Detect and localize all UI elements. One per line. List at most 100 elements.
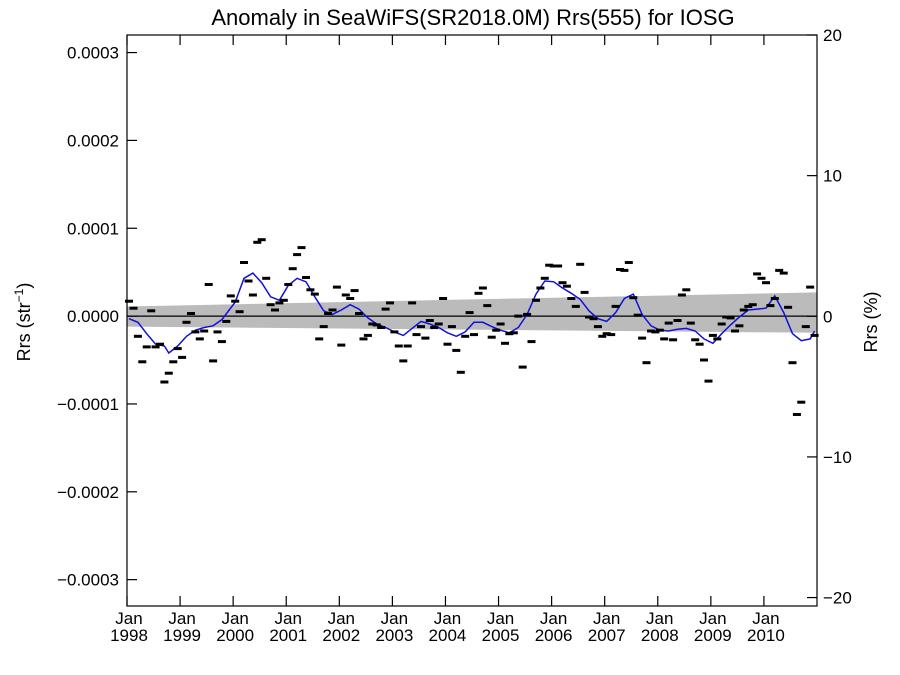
data-point: [293, 253, 302, 257]
data-point: [762, 281, 770, 285]
y-tick-label: −0.0003: [57, 571, 119, 590]
x-tick-month-label: Jan: [328, 609, 355, 628]
data-point: [682, 288, 691, 292]
data-point: [319, 325, 328, 329]
data-point: [253, 240, 262, 244]
data-point: [505, 332, 514, 336]
data-point: [231, 299, 240, 303]
data-point: [571, 304, 580, 308]
data-point: [478, 286, 487, 290]
data-point: [465, 311, 474, 315]
data-point: [156, 342, 164, 346]
data-point: [310, 292, 319, 296]
data-point: [713, 337, 722, 341]
data-point: [620, 268, 629, 272]
data-point: [726, 316, 735, 320]
data-point: [593, 325, 602, 329]
data-point: [164, 371, 173, 375]
data-point: [226, 294, 235, 298]
x-tick-month-label: Jan: [752, 609, 779, 628]
data-point: [567, 297, 576, 300]
data-point: [173, 347, 182, 351]
data-point: [722, 315, 731, 319]
y2-tick-label: −20: [823, 589, 852, 608]
data-point: [483, 304, 492, 308]
data-point: [377, 326, 386, 329]
data-point: [217, 340, 226, 344]
data-point: [195, 337, 204, 341]
data-point: [704, 379, 713, 383]
data-point: [708, 333, 717, 337]
data-point: [355, 312, 363, 315]
data-point: [700, 358, 708, 362]
data-point: [509, 331, 518, 335]
data-point: [271, 308, 279, 312]
data-point: [731, 329, 739, 333]
data-point: [695, 342, 704, 346]
x-tick-month-label: Jan: [275, 609, 302, 628]
data-point: [408, 301, 417, 305]
data-point: [439, 297, 448, 300]
data-point: [810, 333, 819, 337]
data-point: [302, 276, 310, 279]
x-tick-month-label: Jan: [593, 609, 620, 628]
x-tick-year-label: 2003: [375, 626, 413, 645]
data-point: [664, 321, 673, 325]
y-tick-label: 0.0000: [67, 307, 119, 326]
data-point: [673, 319, 682, 322]
data-point: [558, 281, 567, 285]
x-tick-year-label: 1999: [163, 626, 201, 645]
data-point: [792, 413, 801, 416]
data-point: [200, 329, 209, 333]
data-point: [770, 297, 779, 300]
data-point: [275, 301, 284, 305]
x-tick-year-label: 1998: [110, 626, 148, 645]
data-point: [394, 344, 403, 348]
data-point: [346, 297, 355, 300]
data-point: [585, 315, 593, 319]
data-point: [447, 325, 456, 329]
data-point: [576, 262, 585, 266]
data-point: [133, 334, 142, 338]
x-tick-month-label: Jan: [221, 609, 248, 628]
y2-tick-label: 0: [823, 307, 832, 326]
data-point: [443, 342, 452, 346]
y2-tick-label: −10: [823, 448, 852, 467]
y-tick-label: −0.0001: [57, 395, 119, 414]
data-point: [496, 322, 505, 326]
data-point: [213, 330, 222, 334]
x-tick-year-label: 2004: [429, 626, 467, 645]
data-point: [151, 345, 160, 349]
data-point: [142, 345, 151, 349]
data-point: [204, 283, 213, 286]
data-point: [775, 268, 784, 272]
data-point: [677, 293, 686, 297]
data-point: [306, 288, 315, 292]
x-tick-month-label: Jan: [115, 609, 142, 628]
data-point: [598, 334, 607, 338]
y-axis-label-text: Rrs (str: [14, 302, 34, 361]
x-tick-month-label: Jan: [434, 609, 461, 628]
data-point: [554, 264, 563, 268]
data-point: [403, 344, 412, 348]
data-point: [169, 360, 178, 364]
data-point: [523, 312, 532, 316]
data-point: [660, 337, 669, 341]
x-tick-year-label: 2010: [747, 626, 785, 645]
x-tick-year-label: 2007: [588, 626, 626, 645]
data-point: [160, 380, 169, 384]
data-point: [461, 334, 470, 338]
data-point: [638, 336, 647, 340]
x-tick-month-label: Jan: [540, 609, 567, 628]
data-point: [456, 370, 465, 374]
data-point: [474, 291, 483, 295]
data-point: [284, 283, 293, 286]
data-point: [562, 284, 571, 288]
data-point: [324, 312, 333, 315]
data-point: [744, 304, 753, 308]
x-tick-month-label: Jan: [168, 609, 195, 628]
data-point: [611, 304, 620, 308]
data-point: [540, 276, 549, 280]
x-tick-year-label: 2002: [322, 626, 360, 645]
